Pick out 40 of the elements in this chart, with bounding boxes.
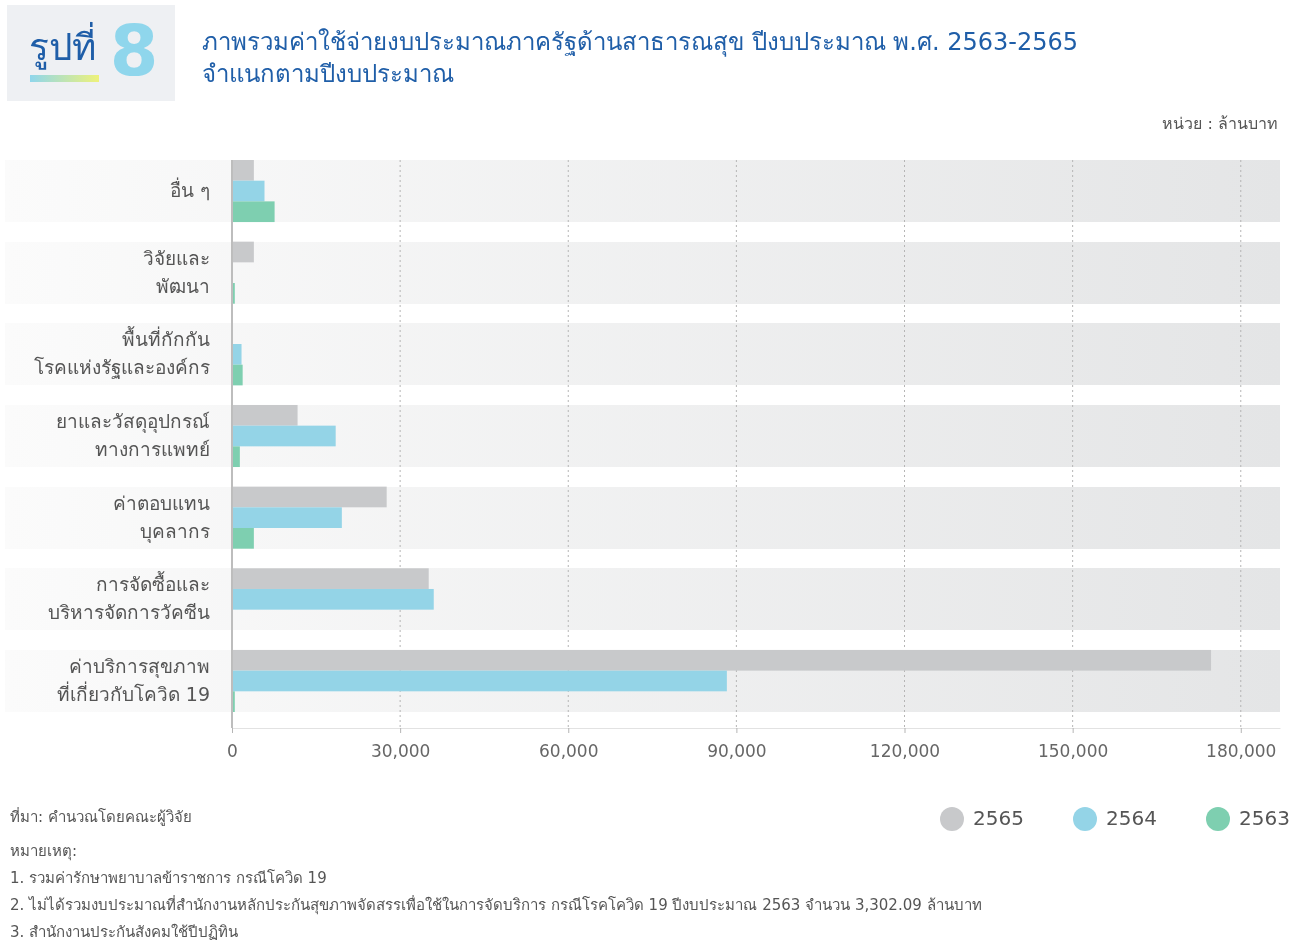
y-tick-label: วิจัยและ พัฒนา bbox=[143, 246, 210, 297]
bar bbox=[232, 364, 243, 386]
x-tick-label: 60,000 bbox=[539, 741, 599, 762]
x-tick-label: 0 bbox=[227, 741, 238, 762]
text: 3. สำนักงานประกันสังคมใช้ปีปฏิทิน bbox=[10, 923, 239, 941]
bar bbox=[232, 241, 254, 263]
x-tick-label: 150,000 bbox=[1037, 741, 1109, 762]
bar bbox=[232, 180, 265, 202]
bar bbox=[232, 568, 429, 589]
legend-label: 2565 bbox=[973, 805, 1024, 830]
bar bbox=[232, 486, 387, 508]
y-tick-label: ค่าบริการสุขภาพ ที่เกี่ยวกับโควิด 19 bbox=[50, 654, 210, 705]
bar bbox=[232, 588, 434, 610]
text: 2. ไม่ได้รวมงบประมาณที่สำนักงานหลักประกันสุขภาพจัดสรรเพื่อใช้ในการจัดบริการ กรณีโรคโควิด 19 ปีงบประมาณ 2563 จำนวน 3,302.09 ล้านบาท bbox=[10, 894, 982, 915]
x-tick-label: 30,000 bbox=[370, 741, 431, 762]
bar bbox=[232, 160, 254, 181]
bar bbox=[232, 507, 342, 528]
x-tick-label: 120,000 bbox=[869, 741, 941, 762]
text: 1. รวมค่ารักษาพยาบาลข้าราชการ กรณีโควิด 19 bbox=[10, 869, 327, 887]
text: ที่มา: คำนวณโดยคณะผู้วิจัย bbox=[10, 806, 192, 826]
bar bbox=[232, 446, 240, 468]
bar bbox=[232, 670, 727, 692]
bar bbox=[232, 528, 254, 549]
y-tick-label: การจัดซื้อและ บริหารจัดการวัคซีน bbox=[41, 570, 210, 623]
y-tick-label: อื่น ๆ bbox=[169, 176, 210, 201]
y-tick-label: พื้นที่กักกัน โรคแห่งรัฐและองค์กร bbox=[27, 325, 210, 379]
x-tick-label: 90,000 bbox=[707, 741, 767, 762]
bar bbox=[232, 425, 336, 447]
x-tick-label: 180,000 bbox=[1206, 741, 1277, 762]
text: หมายเหตุ: bbox=[10, 842, 78, 861]
y-tick-label: ยาและวัสดุอุปกรณ์ ทางการแพทย์ bbox=[56, 409, 210, 460]
legend-label: 2564 bbox=[1106, 805, 1157, 830]
legend-label: 2563 bbox=[1239, 805, 1290, 830]
bar bbox=[232, 649, 1212, 671]
chart-title: ภาพรวมค่าใช้จ่ายงบประมาณภาครัฐด้านสาธารณสุข ปีงบประมาณ พ.ศ. 2563-2565 จำแนกตามปีงบประมาณ bbox=[202, 28, 1086, 88]
y-tick-label: ค่าตอบแทน บุคลากร bbox=[113, 491, 210, 544]
text: หน่วย : ล้านบาท bbox=[1162, 114, 1278, 133]
bar bbox=[232, 344, 242, 365]
bar bbox=[232, 201, 275, 223]
bar bbox=[232, 404, 298, 426]
